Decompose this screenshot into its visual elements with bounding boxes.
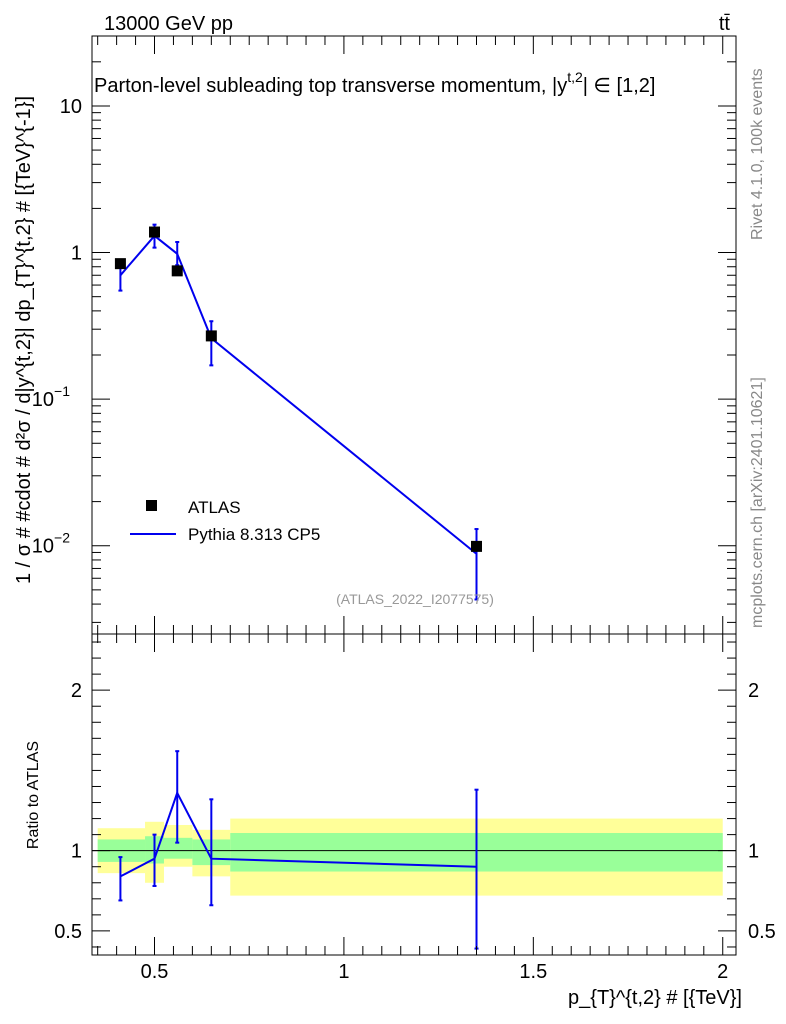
- ratio-panel: 0.5 0.5 1 1 2 2 0.5 1 1.5 2 Ratio to ATLAS p_{T}^…: [25, 633, 776, 1009]
- chart-title: Parton-level subleading top transverse m…: [94, 69, 655, 97]
- main-y-tick-label: 10−1: [32, 383, 70, 411]
- ratio-uncertainty-bands: [97, 818, 723, 896]
- x-tick-label: 1: [338, 961, 349, 983]
- atlas-data-point: [149, 226, 161, 238]
- x-tick-label: 1.5: [519, 961, 547, 983]
- source-url-label: mcplots.cern.ch [arXiv:2401.10621]: [749, 377, 766, 628]
- pythia-curve: [119, 234, 478, 555]
- atlas-data-point: [171, 265, 183, 277]
- ratio-inner-band: [163, 837, 193, 859]
- ratio-y-axis-label: Ratio to ATLAS: [25, 741, 42, 849]
- ratio-y-tick-label-right: 2: [748, 680, 759, 702]
- legend-atlas-label: ATLAS: [188, 498, 241, 517]
- ratio-y-tick-label-right: 0.5: [748, 921, 776, 943]
- main-y-axis-label: 1 / σ # #cdot # d²σ / d|y^{t,2}| dp_{T}^…: [13, 96, 35, 584]
- ratio-y-tick-label: 1: [71, 841, 82, 863]
- ratio-panel-frame: [91, 633, 737, 956]
- main-y-tick-label: 1: [71, 243, 82, 265]
- rivet-version-label: Rivet 4.1.0, 100k events: [749, 68, 766, 240]
- x-tick-label: 0.5: [141, 961, 169, 983]
- ratio-y-tick-label-right: 1: [748, 841, 759, 863]
- x-axis-label: p_{T}^{t,2} # [{TeV}]: [568, 987, 742, 1009]
- main-y-tick-label: 10−2: [32, 530, 70, 558]
- legend: ATLAS Pythia 8.313 CP5: [130, 498, 320, 544]
- ratio-axis-ticks: 0.5 0.5 1 1 2 2 0.5 1 1.5 2: [54, 634, 776, 983]
- process-label: tt̄: [719, 13, 731, 35]
- atlas-data-point: [205, 330, 217, 342]
- x-tick-label: 2: [717, 961, 728, 983]
- atlas-data-point: [114, 258, 126, 270]
- main-panel: 10−2 10−1 1 10 Parton-level subleading top …: [13, 35, 737, 635]
- main-panel-frame: [91, 35, 737, 635]
- energy-label: 13000 GeV pp: [104, 13, 233, 35]
- legend-atlas-marker: [146, 500, 157, 511]
- ratio-y-tick-label: 0.5: [54, 921, 82, 943]
- main-y-tick-label: 10: [60, 96, 82, 118]
- atlas-data-point: [471, 540, 483, 552]
- main-axis-ticks: 10−2 10−1 1 10: [32, 35, 736, 634]
- legend-pythia-label: Pythia 8.313 CP5: [188, 525, 320, 544]
- analysis-reference-label: (ATLAS_2022_I2077575): [336, 591, 494, 607]
- ratio-y-tick-label: 2: [71, 680, 82, 702]
